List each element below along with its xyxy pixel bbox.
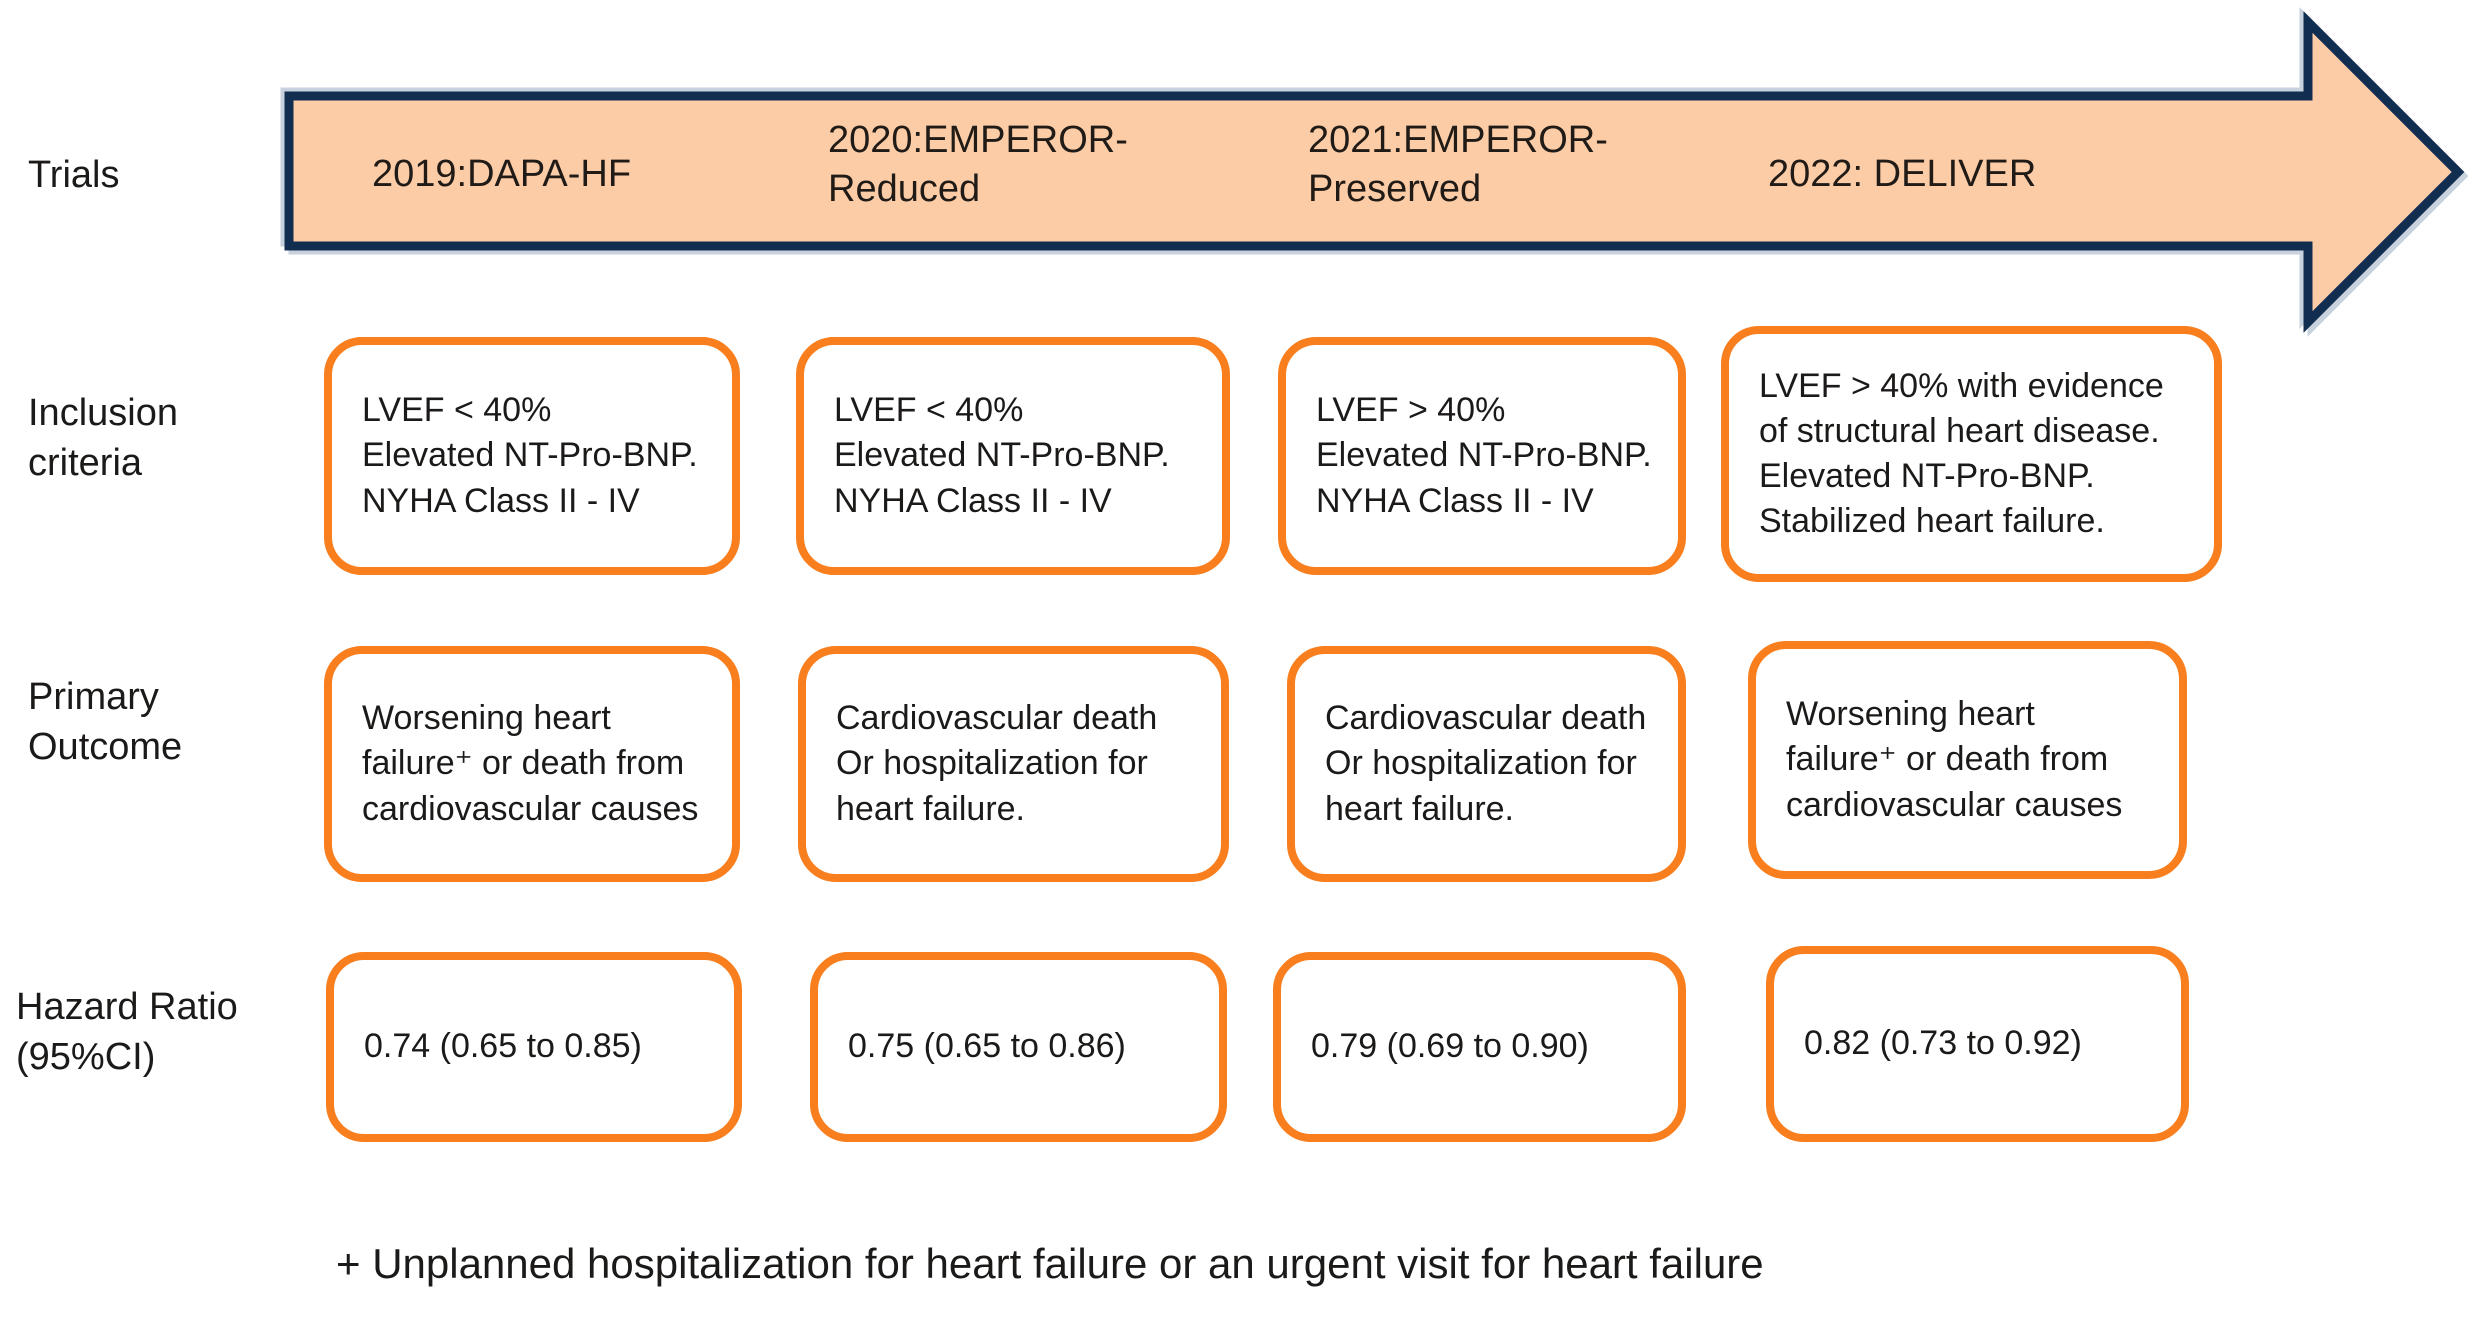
hazard-box-emperor-preserved: 0.79 (0.69 to 0.90) xyxy=(1273,952,1686,1142)
hazard-text-emperor-preserved: 0.79 (0.69 to 0.90) xyxy=(1311,1027,1589,1066)
inclusion-text-emperor-reduced: LVEF < 40% Elevated NT-Pro-BNP. NYHA Cla… xyxy=(834,391,1170,520)
trial-label-emperor-reduced: 2020:EMPEROR-Reduced xyxy=(828,119,1128,211)
timeline-arrow-shape xyxy=(284,11,2465,333)
hazard-box-emperor-reduced: 0.75 (0.65 to 0.86) xyxy=(810,952,1227,1142)
hazard-text-emperor-reduced: 0.75 (0.65 to 0.86) xyxy=(848,1027,1126,1066)
inclusion-box-deliver: LVEF > 40% with evidence of structural h… xyxy=(1721,326,2222,582)
trial-label-deliver: 2022: DELIVER xyxy=(1768,153,2037,195)
row-label-trials: Trials xyxy=(28,154,120,196)
row-label-hazard-ratio: Hazard Ratio (95%CI) xyxy=(16,986,238,1079)
outcome-text-emperor-preserved: Cardiovascular death Or hospitalization … xyxy=(1325,699,1647,828)
inclusion-box-dapa-hf: LVEF < 40% Elevated NT-Pro-BNP. NYHA Cla… xyxy=(324,337,740,575)
outcome-text-deliver: Worsening heart failure⁺ or death from c… xyxy=(1786,695,2123,824)
outcome-box-deliver: Worsening heart failure⁺ or death from c… xyxy=(1748,641,2187,879)
inclusion-box-emperor-reduced: LVEF < 40% Elevated NT-Pro-BNP. NYHA Cla… xyxy=(796,337,1230,575)
footnote: + Unplanned hospitalization for heart fa… xyxy=(336,1240,1764,1287)
outcome-box-dapa-hf: Worsening heart failure⁺ or death from c… xyxy=(324,646,740,882)
row-label-inclusion-criteria: Inclusion criteria xyxy=(28,392,178,485)
hazard-text-deliver: 0.82 (0.73 to 0.92) xyxy=(1804,1024,2082,1063)
hazard-box-deliver: 0.82 (0.73 to 0.92) xyxy=(1766,946,2189,1142)
inclusion-box-emperor-preserved: LVEF > 40% Elevated NT-Pro-BNP. NYHA Cla… xyxy=(1278,337,1686,575)
row-label-primary-outcome: Primary Outcome xyxy=(28,676,183,769)
trial-label-dapa-hf: 2019:DAPA-HF xyxy=(372,153,632,195)
inclusion-text-deliver: LVEF > 40% with evidence of structural h… xyxy=(1759,366,2164,541)
hazard-text-dapa-hf: 0.74 (0.65 to 0.85) xyxy=(364,1027,642,1066)
inclusion-text-dapa-hf: LVEF < 40% Elevated NT-Pro-BNP. NYHA Cla… xyxy=(362,391,698,520)
outcome-box-emperor-reduced: Cardiovascular death Or hospitalization … xyxy=(798,646,1229,882)
outcome-text-dapa-hf: Worsening heart failure⁺ or death from c… xyxy=(362,699,699,828)
outcome-text-emperor-reduced: Cardiovascular death Or hospitalization … xyxy=(836,699,1158,828)
outcome-box-emperor-preserved: Cardiovascular death Or hospitalization … xyxy=(1287,646,1686,882)
inclusion-text-emperor-preserved: LVEF > 40% Elevated NT-Pro-BNP. NYHA Cla… xyxy=(1316,391,1652,520)
trial-label-emperor-preserved: 2021:EMPEROR-Preserved xyxy=(1308,119,1608,211)
hazard-box-dapa-hf: 0.74 (0.65 to 0.85) xyxy=(326,952,742,1142)
